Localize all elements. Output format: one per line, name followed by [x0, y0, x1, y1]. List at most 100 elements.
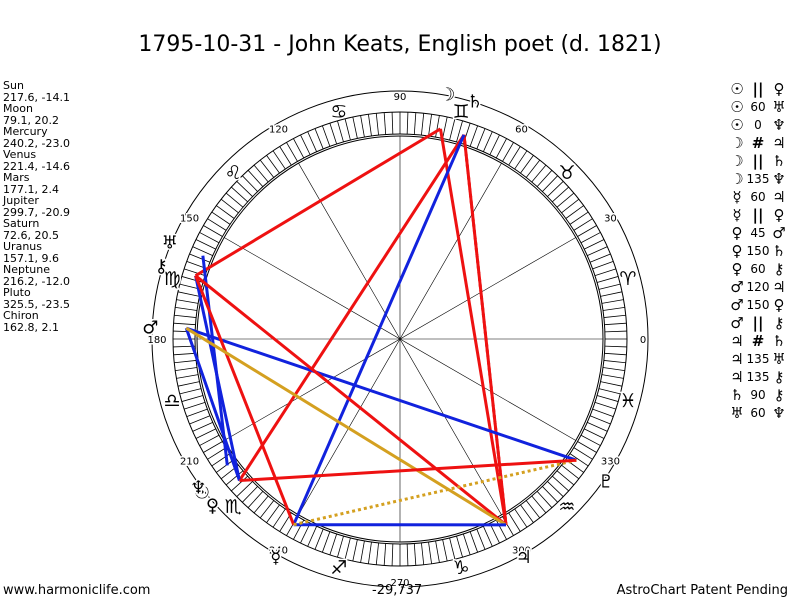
aspect-type: 120	[746, 280, 770, 294]
degree-tick	[565, 205, 584, 219]
degree-tick	[375, 542, 379, 565]
degree-tick	[600, 291, 623, 297]
degree-tick	[601, 374, 624, 379]
aspect-type: 60	[750, 262, 766, 276]
aspect-planet-1: ☿	[732, 188, 742, 206]
mercury-icon: ☿	[270, 547, 281, 568]
degree-tick	[368, 114, 372, 137]
aspect-line	[185, 326, 507, 527]
degree-tick	[236, 481, 253, 497]
aspect-row: ♂ 150 ♀	[728, 296, 788, 314]
degree-tick	[449, 118, 456, 141]
degree-tick	[435, 540, 440, 563]
aspect-row: ☿ 60 ♃	[728, 188, 788, 206]
degree-tick	[495, 138, 507, 159]
degree-tick	[314, 528, 324, 550]
aspect-type: #	[751, 332, 765, 350]
degree-tick	[542, 486, 558, 503]
aspect-planet-1: ☽	[730, 170, 744, 188]
aspect-row: ♄ 90 ⚷	[728, 386, 788, 404]
degree-tick	[242, 175, 258, 192]
degree-tick	[173, 322, 196, 326]
degree-tick	[195, 428, 216, 439]
planet-coords: 72.6, 20.5	[3, 228, 59, 242]
degree-tick	[225, 470, 244, 486]
degree-tick	[569, 453, 589, 467]
aspect-type: 0	[754, 118, 762, 132]
degree-tick	[225, 192, 244, 208]
degree-tick	[176, 374, 199, 379]
degree-tick	[552, 186, 569, 203]
degree-tick	[514, 150, 528, 170]
degree-tick	[600, 381, 623, 387]
aspect-planet-2: ♀	[773, 80, 785, 98]
aspect-row: ☽ || ♄	[728, 152, 788, 170]
moon-icon: ☽	[439, 85, 455, 106]
degree-tick	[508, 512, 521, 532]
degree-tick	[314, 128, 324, 150]
degree-tick	[179, 388, 202, 395]
degree-tick	[266, 504, 280, 523]
degree-tick	[580, 232, 601, 244]
aspect-type: 90	[750, 388, 766, 402]
planet-coords: 217.6, -14.1	[3, 90, 70, 104]
degree-label: 30	[604, 214, 617, 225]
degree-tick	[449, 537, 456, 560]
planet-name: Venus	[3, 148, 37, 161]
aspect-row: ♀ 150 ♄	[728, 242, 788, 260]
degree-tick	[253, 164, 269, 183]
degree-tick	[203, 225, 223, 237]
degree-tick	[584, 428, 605, 439]
footer-website: www.harmoniclife.com	[3, 583, 151, 598]
cancer-sign-icon: ♋	[330, 101, 347, 123]
degree-tick	[321, 531, 331, 553]
degree-tick	[598, 283, 621, 290]
degree-tick	[300, 523, 311, 544]
aspect-type: 60	[750, 406, 766, 420]
planet-name: Mars	[3, 171, 30, 184]
degree-tick	[352, 116, 358, 139]
degree-tick	[247, 491, 264, 508]
degree-tick	[391, 112, 394, 135]
aspect-planet-2: ♆	[772, 404, 786, 422]
degree-tick	[580, 434, 601, 446]
degree-label: 240	[269, 545, 288, 556]
degree-tick	[413, 543, 417, 566]
planet-coords: 79.1, 20.2	[3, 113, 59, 127]
degree-tick	[489, 134, 500, 155]
degree-label: 210	[180, 457, 199, 468]
degree-label: 300	[512, 545, 531, 556]
degree-tick	[293, 138, 305, 159]
degree-tick	[508, 146, 521, 166]
degree-tick	[495, 519, 507, 540]
aspect-planet-2: ♂	[772, 224, 786, 242]
degree-tick	[216, 205, 235, 219]
degree-tick	[536, 170, 553, 187]
aspect-line	[184, 327, 241, 482]
pluto-icon: ♇	[598, 472, 614, 493]
aspect-planet-2: ♃	[772, 188, 786, 206]
degree-tick	[594, 268, 617, 277]
aspect-list: ☉ || ♀ ☉ 60 ♅ ☉ 0 ♆ ☽ # ♃ ☽ || ♄ ☽ 135 ♆ ☿ 60 ♃ ☿ || ♀ ♀ 45 ♂ ♀ 150 ♄…	[728, 80, 788, 422]
aspect-planet-2: ♀	[773, 206, 785, 224]
degree-tick	[421, 113, 425, 136]
degree-tick	[589, 415, 611, 425]
degree-tick	[231, 475, 248, 492]
gemini-sign-icon: ♊	[453, 101, 470, 123]
planet-coords: 221.4, -14.6	[3, 159, 70, 173]
pisces-sign-icon: ♓	[619, 390, 636, 412]
degree-tick	[520, 504, 534, 523]
degree-tick	[360, 115, 365, 138]
planet-coords: 325.5, -23.5	[3, 297, 70, 311]
taurus-sign-icon: ♉	[558, 162, 575, 184]
planet-coords: 299.7, -20.9	[3, 205, 70, 219]
degree-tick	[236, 181, 253, 197]
footer-patent: AstroChart Patent Pending	[616, 583, 788, 598]
degree-label: 60	[515, 125, 528, 136]
degree-tick	[604, 330, 627, 333]
degree-tick	[176, 299, 199, 304]
degree-tick	[286, 142, 298, 162]
degree-tick	[199, 232, 220, 244]
aspect-planet-2: ♃	[772, 134, 786, 152]
aspect-line	[239, 458, 577, 483]
